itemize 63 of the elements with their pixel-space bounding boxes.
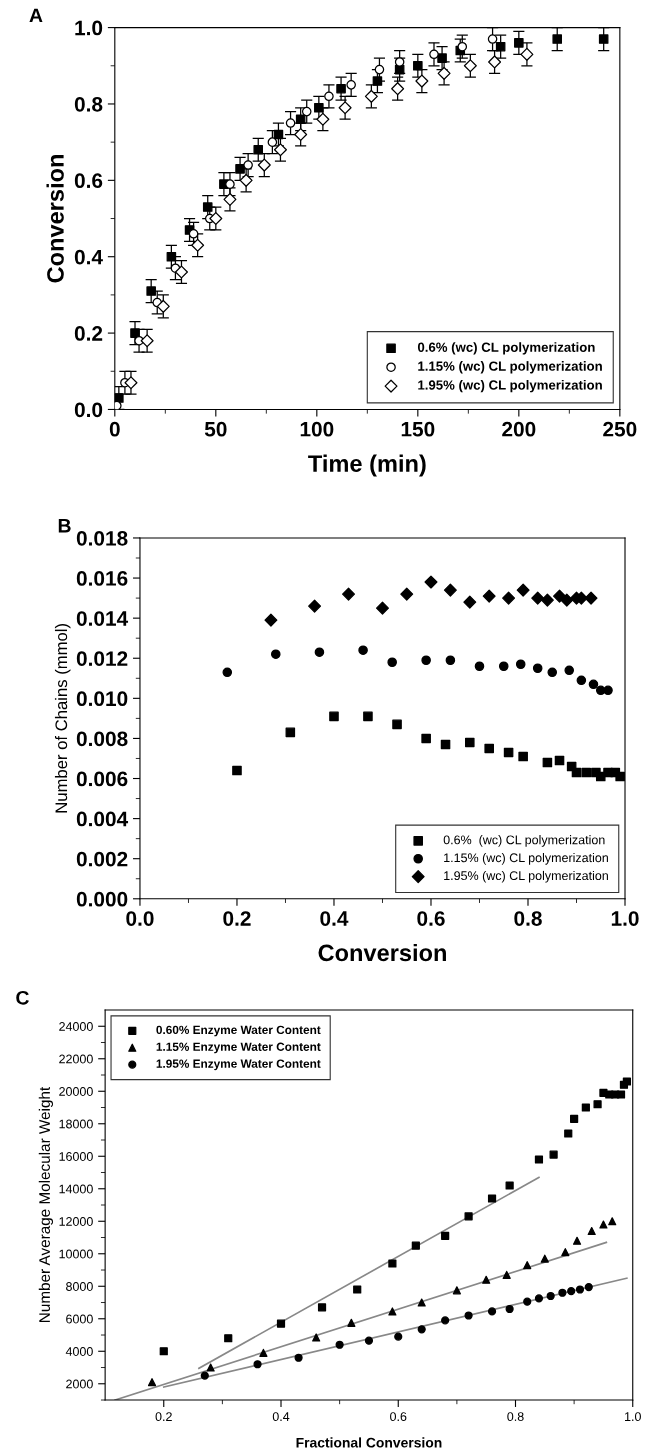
- chart-title: C: [16, 990, 29, 1005]
- legend-label: 1.15% (wc) CL polymerization: [418, 361, 602, 374]
- y-tick-label: 0.010: [76, 691, 128, 707]
- y-tick-label: 0.6: [74, 173, 103, 189]
- y-tick-label: 2000: [66, 1379, 93, 1389]
- legend-label: 1.95% Enzyme Water Content: [156, 1059, 321, 1071]
- x-tick-label: 200: [502, 421, 536, 437]
- x-axis-title: Time (min): [308, 454, 426, 477]
- x-tick-label: 0.4: [272, 1412, 290, 1422]
- x-axis-title: Fractional Conversion: [296, 1437, 442, 1448]
- legend-label: 0.6% (wc) CL polymerization: [417, 342, 595, 355]
- legend-label: 1.95% (wc) CL polymerization: [444, 870, 608, 883]
- y-tick-label: 1.0: [75, 20, 103, 36]
- y-tick-label: 18000: [59, 1119, 93, 1129]
- y-axis-title: Number Average Molecular Weight: [38, 1086, 54, 1322]
- chart-title: A: [29, 8, 43, 23]
- y-tick-label: 14000: [59, 1184, 93, 1194]
- y-tick-label: 0.016: [76, 571, 128, 586]
- legend-label: 1.15% Enzyme Water Content: [156, 1042, 321, 1054]
- x-tick-label: 0.8: [514, 911, 542, 926]
- y-tick-label: 10000: [59, 1249, 93, 1259]
- y-tick-label: 4000: [65, 1347, 93, 1356]
- x-tick-label: 0.6: [390, 1412, 407, 1422]
- x-tick-label: 0.2: [223, 911, 251, 926]
- x-tick-label: 0.4: [320, 911, 349, 926]
- y-tick-label: 16000: [59, 1152, 93, 1161]
- y-tick-label: 8000: [66, 1282, 93, 1291]
- y-tick-label: 6000: [66, 1314, 93, 1324]
- y-axis-title: Number of Chains (mmol): [54, 624, 71, 813]
- y-tick-label: 0.006: [76, 771, 128, 787]
- y-tick-label: 22000: [59, 1054, 93, 1064]
- x-tick-label: 0.2: [155, 1412, 172, 1422]
- y-tick-label: 0.4: [74, 249, 103, 265]
- legend-label: 1.95% (wc) CL polymerization: [418, 380, 602, 393]
- x-axis-title: Conversion: [318, 943, 446, 962]
- y-tick-label: 0.8: [74, 96, 103, 112]
- y-axis-title: Conversion: [46, 155, 64, 283]
- x-tick-label: 50: [204, 421, 227, 437]
- x-tick-label: 0.6: [417, 911, 445, 926]
- x-tick-label: 250: [603, 421, 637, 437]
- y-tick-label: 0.002: [76, 851, 128, 867]
- x-tick-label: 1.0: [611, 911, 639, 926]
- y-tick-label: 0.004: [76, 811, 129, 827]
- y-tick-label: 0.008: [76, 731, 128, 747]
- y-tick-label: 20000: [59, 1087, 93, 1096]
- x-tick-label: 150: [401, 421, 435, 437]
- x-tick-label: 100: [300, 421, 334, 437]
- x-tick-label: 0: [109, 421, 120, 437]
- y-tick-label: 0.2: [74, 326, 103, 341]
- x-tick-label: 1.0: [625, 1412, 641, 1422]
- chart-title: B: [58, 519, 71, 533]
- y-tick-label: 12000: [59, 1217, 93, 1226]
- legend-label: 1.15% (wc) CL polymerization: [444, 852, 608, 865]
- y-tick-label: 0.018: [76, 530, 128, 546]
- y-tick-label: 0.000: [76, 891, 128, 907]
- legend-label: 0.6% (wc) CL polymerization: [443, 835, 605, 847]
- y-tick-label: 24000: [59, 1022, 93, 1031]
- legend-label: 0.60% Enzyme Water Content: [156, 1025, 321, 1037]
- y-tick-label: 0.014: [76, 611, 129, 626]
- y-tick-label: 0.012: [76, 651, 128, 666]
- x-tick-label: 0.8: [507, 1412, 524, 1422]
- x-tick-label: 0.0: [126, 911, 154, 926]
- y-tick-label: 0.0: [74, 402, 103, 418]
